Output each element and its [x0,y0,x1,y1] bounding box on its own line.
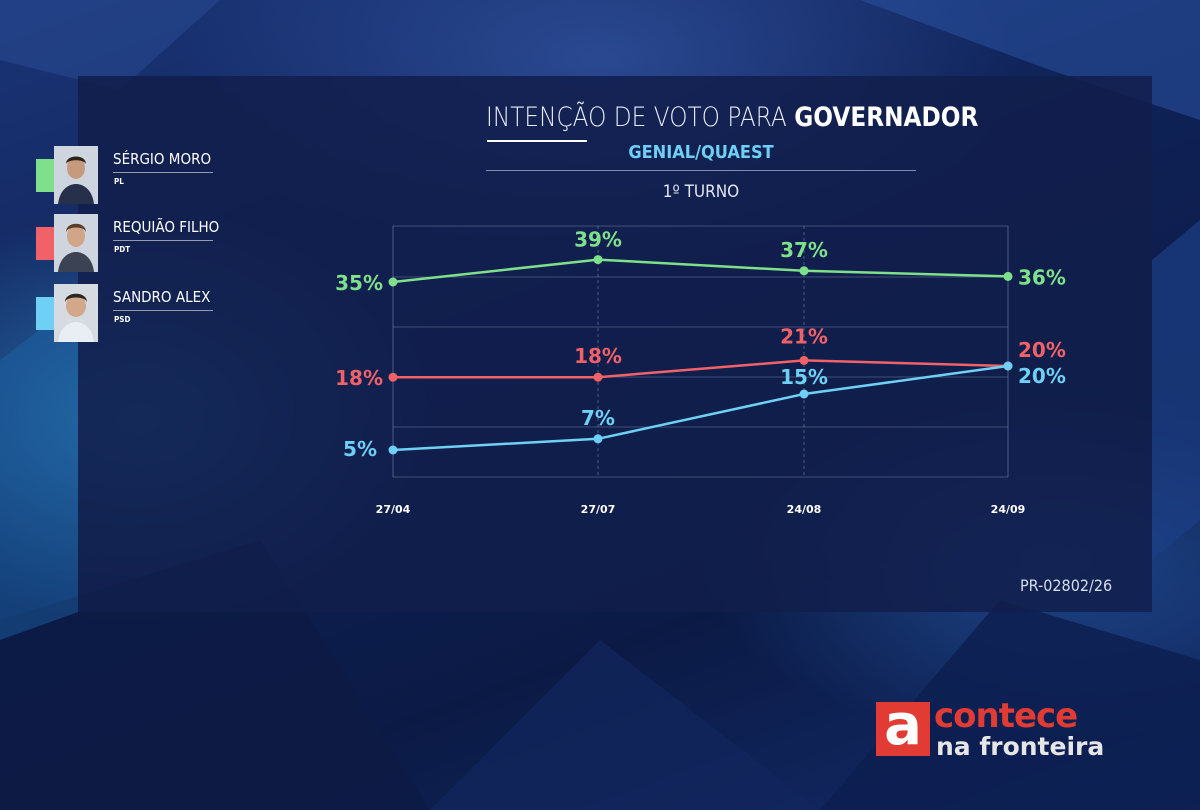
chart-title: INTENÇÃO DE VOTO PARA GOVERNADOR [486,102,978,133]
x-tick-label: 27/07 [581,503,616,516]
series-line-1 [392,258,1009,284]
candidate-photo [54,284,98,342]
title-bold: GOVERNADOR [794,102,979,133]
person-icon [54,146,98,204]
register-code: PR-02802/26 [1020,576,1113,595]
brand-logo: a contece na fronteira [872,694,1142,764]
legend-party: PDT [114,245,131,254]
data-label: 36% [1018,265,1066,289]
title-light: INTENÇÃO DE VOTO PARA [486,102,787,133]
data-label: 21% [780,324,828,348]
data-label: 39% [574,228,622,252]
candidate-photo [54,214,98,272]
chart-panel [78,76,1152,612]
x-tick-label: 24/09 [991,503,1026,516]
data-point [593,434,603,444]
data-point [388,445,398,455]
data-label: 20% [1018,338,1066,362]
logo-bottom: na fronteira [936,732,1105,761]
legend-name: SÉRGIO MORO [113,150,212,168]
x-tick-label: 24/08 [787,503,822,516]
logo-mark: a [876,698,930,756]
data-point [1003,361,1013,371]
data-point [388,277,398,287]
candidate-photo [54,146,98,204]
legend-party: PSD [114,315,131,324]
data-label: 35% [335,271,383,295]
data-point [799,266,809,276]
legend-underline [113,172,213,173]
series-line-3 [392,364,1009,452]
legend-underline [113,240,213,241]
x-tick-label: 27/04 [376,503,411,516]
data-point [388,372,398,382]
logo-top: contece [934,696,1078,736]
chart-subtitle: GENIAL/QUAEST [628,142,774,163]
title-divider [486,170,916,171]
legend-party: PL [114,177,124,186]
legend-name: REQUIÃO FILHO [113,218,220,236]
data-label: 37% [780,238,828,262]
data-point [593,372,603,382]
series-line-2 [393,359,1009,379]
data-label: 18% [335,366,383,390]
round-label: 1º TURNO [662,182,740,202]
data-label: 5% [343,437,377,461]
legend-name: SANDRO ALEX [113,288,211,306]
data-point [799,355,809,365]
data-point [799,389,809,399]
legend-underline [113,310,213,311]
legend-swatch [36,297,54,330]
data-label: 15% [780,365,828,389]
title-underline [487,140,587,142]
person-icon [54,214,98,272]
person-icon [54,284,98,342]
data-point [1003,271,1013,281]
data-label: 18% [574,344,622,368]
legend-swatch [36,159,54,192]
data-label: 7% [581,406,615,430]
data-point [593,255,603,265]
legend-swatch [36,227,54,260]
data-label: 20% [1018,364,1066,388]
